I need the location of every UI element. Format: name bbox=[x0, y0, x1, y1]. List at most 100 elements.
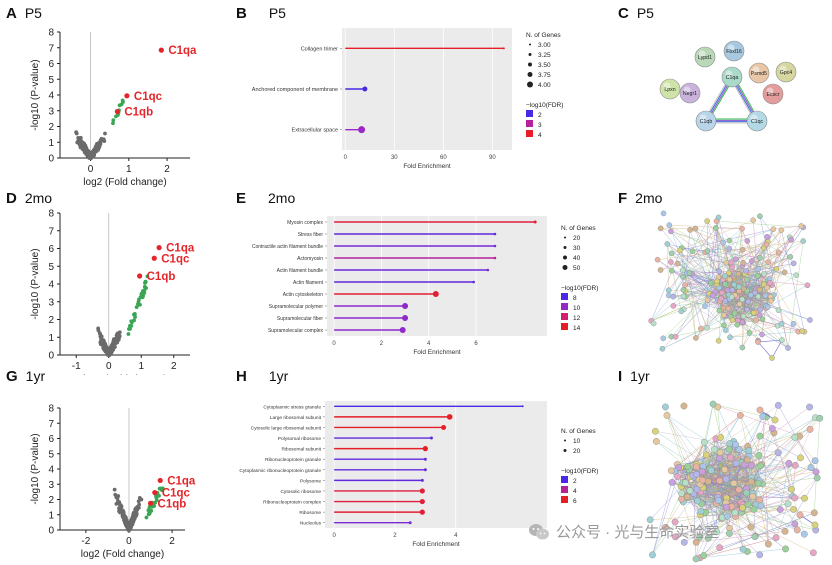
point-green bbox=[128, 323, 132, 328]
category-label: Cytoplasmic ribonucleoprotein granule bbox=[239, 468, 321, 474]
network-node bbox=[770, 226, 777, 232]
y-tick-label: 3 bbox=[48, 480, 54, 491]
network-node bbox=[654, 256, 661, 263]
network-node bbox=[659, 78, 681, 100]
legend-size-label: 3.50 bbox=[538, 62, 551, 69]
network-node bbox=[799, 328, 806, 334]
category-label: Ribonucleoprotein granule bbox=[265, 457, 321, 463]
x-tick-label: -1 bbox=[72, 361, 81, 372]
network-node bbox=[650, 320, 657, 327]
network-edge bbox=[771, 339, 783, 359]
network-node bbox=[672, 333, 679, 340]
y-tick-label: 0 bbox=[48, 351, 54, 362]
network-edge bbox=[752, 496, 816, 531]
network-node bbox=[775, 307, 782, 313]
category-label: Supramolecular complex bbox=[268, 328, 324, 334]
network-node bbox=[678, 308, 684, 315]
network-node bbox=[743, 489, 750, 497]
network-node bbox=[700, 552, 707, 559]
network-node-highlight bbox=[750, 114, 758, 122]
point-c1qb bbox=[114, 108, 120, 115]
network-node bbox=[715, 496, 722, 504]
bar-point bbox=[472, 280, 475, 284]
label-c1qb: C1qb bbox=[147, 271, 176, 283]
network-node bbox=[790, 260, 797, 267]
network-node bbox=[774, 401, 782, 409]
network-edge bbox=[668, 227, 716, 291]
point-green bbox=[142, 290, 147, 295]
x-axis-label: log2 (Fold change) bbox=[81, 549, 164, 560]
legend-size-title: N. of Genes bbox=[561, 428, 596, 435]
network-edge bbox=[695, 228, 708, 252]
network-node bbox=[811, 521, 819, 529]
point-green bbox=[154, 494, 158, 499]
network-node bbox=[753, 317, 759, 323]
legend-size-dot bbox=[528, 62, 532, 67]
x-axis-label: Fold Enrichment bbox=[413, 349, 461, 356]
network-node bbox=[751, 533, 759, 541]
category-label: Cytosolic ribosome bbox=[280, 489, 321, 495]
network-node bbox=[740, 461, 748, 469]
point-gray bbox=[80, 141, 85, 146]
label-c1qc: C1qc bbox=[162, 488, 191, 500]
point-gray bbox=[137, 495, 142, 500]
point-gray bbox=[112, 487, 117, 492]
network-node bbox=[704, 248, 711, 254]
network-node bbox=[662, 524, 669, 531]
x-axis-label: Fold Enrichment bbox=[403, 163, 451, 170]
y-tick-label: 8 bbox=[48, 404, 54, 415]
network-node bbox=[765, 259, 772, 266]
volcano-plot-p5: 0 1 2 3 4 5 6 7 8 0 1 2 log2 (Fold change) -log10 (P-… bbox=[30, 28, 197, 189]
bar-point bbox=[432, 291, 439, 297]
point-gray bbox=[104, 347, 108, 351]
point-gray bbox=[136, 499, 141, 504]
network-edge bbox=[696, 466, 757, 505]
network-node-label: Negr1 bbox=[683, 91, 697, 97]
category-label: Extracellular space bbox=[292, 128, 338, 134]
y-tick-label: 1 bbox=[48, 510, 54, 521]
network-edge bbox=[689, 229, 724, 243]
point-green bbox=[144, 515, 149, 520]
watermark: 公众号 · 光与生命实验室 bbox=[528, 521, 719, 542]
legend-size-dot bbox=[527, 81, 533, 88]
network-node bbox=[764, 234, 770, 240]
network-node bbox=[725, 305, 732, 312]
network-node bbox=[755, 339, 761, 345]
point-green bbox=[132, 318, 136, 323]
network-edge bbox=[688, 241, 768, 274]
network-node-highlight bbox=[727, 44, 735, 52]
network-edge bbox=[675, 510, 737, 523]
network-node bbox=[816, 414, 824, 422]
point-gray bbox=[98, 334, 103, 339]
network-node bbox=[734, 322, 741, 328]
plot-background bbox=[327, 216, 547, 336]
legend-color-swatch bbox=[561, 293, 568, 300]
network-node-label: Gpc4 bbox=[780, 70, 793, 76]
network-node bbox=[665, 287, 672, 294]
label-c1qa: C1qa bbox=[167, 475, 196, 487]
network-edge bbox=[675, 531, 717, 538]
network-edge bbox=[778, 252, 785, 273]
network-node bbox=[809, 549, 817, 557]
bar-point bbox=[402, 303, 409, 309]
network-node bbox=[703, 451, 710, 459]
network-node bbox=[723, 40, 745, 62]
legend-size-label: 4.00 bbox=[538, 82, 551, 89]
network-node bbox=[788, 485, 795, 493]
network-node bbox=[781, 527, 789, 535]
x-tick-label: 2 bbox=[171, 361, 177, 372]
point-gray bbox=[116, 338, 120, 343]
network-node bbox=[755, 293, 761, 300]
network-node bbox=[806, 403, 813, 411]
network-node bbox=[716, 477, 724, 485]
network-node bbox=[791, 520, 799, 528]
point-gray bbox=[84, 150, 89, 155]
network-edge bbox=[757, 341, 773, 359]
point-c1qc bbox=[152, 490, 158, 496]
network-node bbox=[756, 255, 763, 261]
network-edge bbox=[726, 435, 800, 509]
network-edge bbox=[729, 325, 778, 338]
network-node bbox=[729, 264, 736, 271]
network-node bbox=[704, 325, 710, 331]
network-node bbox=[790, 506, 797, 513]
